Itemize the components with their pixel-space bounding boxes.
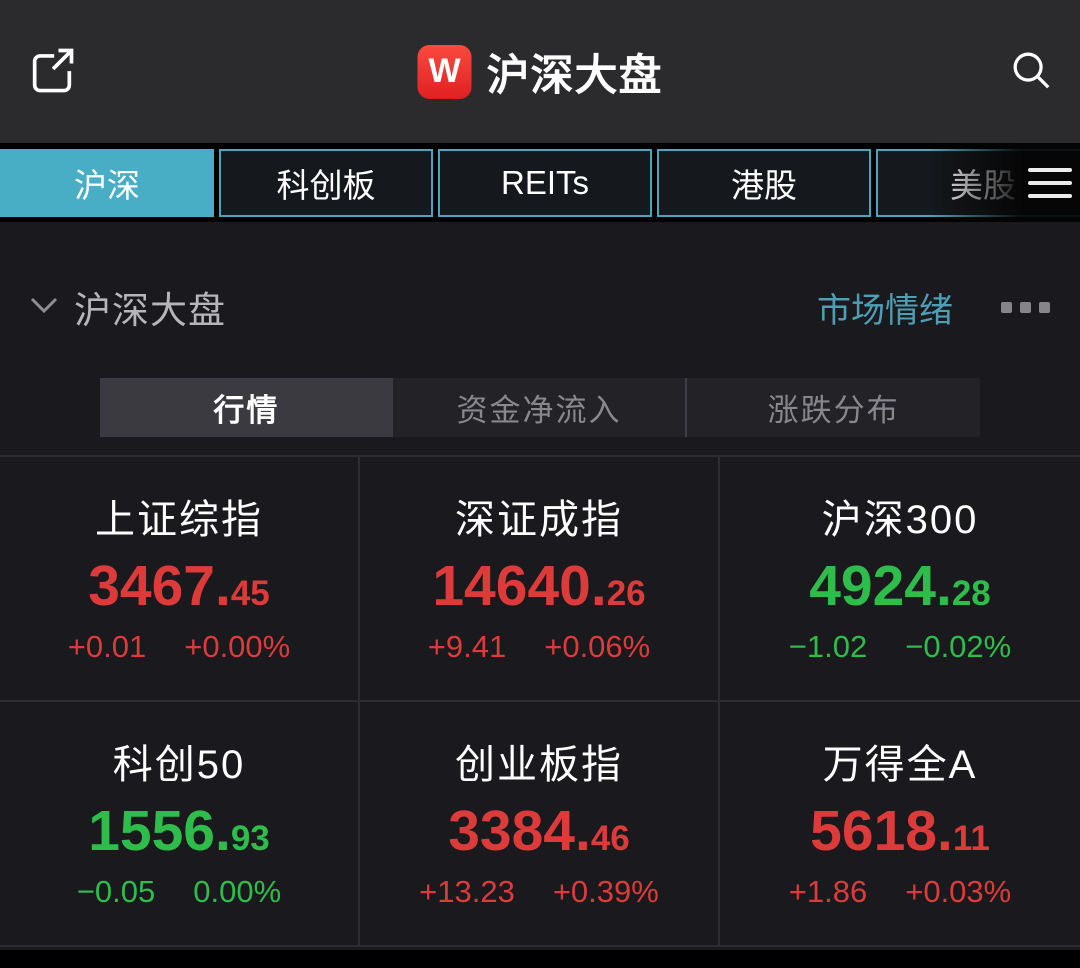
section-title-group[interactable]: 沪深大盘 (28, 280, 226, 334)
market-tab-label: 港股 (731, 166, 797, 204)
market-sentiment-link[interactable]: 市场情绪 (817, 291, 953, 330)
index-grid: 上证综指 3467.45 +0.01 +0.00% 深证成指 14640.26 … (0, 455, 1080, 947)
market-tab-label: 沪深 (74, 166, 140, 204)
change-percent: +0.00% (184, 628, 291, 664)
price-integer: 3467. (88, 554, 231, 618)
index-name: 深证成指 (455, 498, 623, 542)
price-integer: 1556. (88, 799, 231, 863)
title-group: W 沪深大盘 (417, 41, 663, 103)
index-price: 3384.46 (360, 799, 718, 863)
view-tab-label: 行情 (213, 393, 280, 428)
index-change-row: +1.86 +0.03% (720, 874, 1080, 910)
index-card-chinext[interactable]: 创业板指 3384.46 +13.23 +0.39% (360, 702, 720, 947)
index-values: 4924.28 −1.02 −0.02% (720, 554, 1080, 665)
change-percent: +0.06% (544, 628, 651, 664)
view-tab-label: 涨跌分布 (767, 393, 900, 428)
market-tab-label: 科创板 (276, 166, 376, 204)
index-change-row: +9.41 +0.06% (360, 629, 718, 665)
chevron-down-icon (28, 294, 60, 321)
change-percent: 0.00% (193, 873, 282, 909)
index-card-wind-all-a[interactable]: 万得全A 5618.11 +1.86 +0.03% (720, 702, 1080, 947)
market-tab-star[interactable]: 科创板 (219, 148, 433, 217)
price-decimal: 26 (606, 574, 646, 613)
search-button[interactable] (1008, 47, 1054, 96)
index-name: 科创50 (112, 743, 246, 787)
change-value: −0.05 (76, 873, 156, 909)
price-decimal: 11 (952, 819, 990, 858)
index-name: 上证综指 (95, 498, 263, 542)
more-options-button[interactable] (1001, 296, 1050, 319)
index-name: 沪深300 (821, 498, 979, 542)
hamburger-icon (1028, 167, 1072, 198)
index-values: 14640.26 +9.41 +0.06% (360, 554, 718, 665)
index-card-shanghai-composite[interactable]: 上证综指 3467.45 +0.01 +0.00% (0, 457, 360, 702)
price-decimal: 28 (951, 574, 991, 613)
view-tab-label: 资金净流入 (456, 393, 622, 428)
change-value: +0.01 (67, 628, 147, 664)
index-price: 5618.11 (720, 799, 1080, 863)
search-icon (1008, 47, 1054, 96)
market-tab-bar: 沪深 科创板 REITs 港股 美股 (0, 143, 1080, 222)
price-integer: 5618. (810, 799, 953, 863)
index-values: 3467.45 +0.01 +0.00% (0, 554, 358, 665)
view-tab-net-inflow[interactable]: 资金净流入 (393, 378, 686, 437)
index-values: 3384.46 +13.23 +0.39% (360, 799, 718, 910)
view-tab-bar: 行情 资金净流入 涨跌分布 (100, 378, 980, 437)
page-title: 沪深大盘 (486, 51, 663, 100)
index-card-star50[interactable]: 科创50 1556.93 −0.05 0.00% (0, 702, 360, 947)
price-decimal: 93 (230, 819, 270, 858)
change-value: +1.86 (788, 873, 868, 909)
section-actions: 市场情绪 (817, 283, 1050, 332)
price-decimal: 46 (590, 819, 630, 858)
ellipsis-icon (1001, 301, 1012, 313)
price-integer: 14640. (432, 554, 607, 618)
market-tab-label: REITs (500, 163, 589, 201)
share-icon (26, 44, 78, 99)
change-percent: +0.39% (552, 873, 659, 909)
index-price: 3467.45 (0, 554, 358, 618)
section-header: 沪深大盘 市场情绪 (0, 222, 1080, 332)
price-integer: 3384. (448, 799, 591, 863)
market-tab-hushen[interactable]: 沪深 (0, 148, 214, 217)
change-value: +13.23 (419, 873, 515, 909)
change-percent: −0.02% (905, 628, 1012, 664)
main-panel: 沪深大盘 市场情绪 行情 资金净流入 涨跌分布 上证综指 3467.45 (0, 222, 1080, 950)
share-button[interactable] (26, 44, 78, 99)
view-tab-advance-decline[interactable]: 涨跌分布 (685, 378, 980, 437)
index-name: 万得全A (822, 743, 978, 787)
wind-logo: W (417, 44, 472, 99)
change-percent: +0.03% (905, 873, 1012, 909)
top-bar: W 沪深大盘 (0, 0, 1080, 143)
view-tab-quotes[interactable]: 行情 (100, 378, 393, 437)
index-price: 4924.28 (720, 554, 1080, 618)
index-change-row: +13.23 +0.39% (360, 874, 718, 910)
change-value: −1.02 (788, 628, 868, 664)
index-name: 创业板指 (455, 743, 623, 787)
market-tab-hk[interactable]: 港股 (657, 148, 871, 217)
change-value: +9.41 (427, 628, 507, 664)
index-price: 14640.26 (360, 554, 718, 618)
index-change-row: +0.01 +0.00% (0, 629, 358, 665)
index-price: 1556.93 (0, 799, 358, 863)
price-decimal: 45 (230, 574, 270, 613)
index-card-shenzhen-component[interactable]: 深证成指 14640.26 +9.41 +0.06% (360, 457, 720, 702)
index-values: 1556.93 −0.05 0.00% (0, 799, 358, 910)
index-change-row: −0.05 0.00% (0, 874, 358, 910)
index-card-csi300[interactable]: 沪深300 4924.28 −1.02 −0.02% (720, 457, 1080, 702)
market-tab-reits[interactable]: REITs (438, 148, 652, 217)
index-values: 5618.11 +1.86 +0.03% (720, 799, 1080, 910)
tab-menu-button[interactable] (930, 143, 1080, 222)
price-integer: 4924. (809, 554, 952, 618)
section-title: 沪深大盘 (74, 290, 226, 331)
index-change-row: −1.02 −0.02% (720, 629, 1080, 665)
